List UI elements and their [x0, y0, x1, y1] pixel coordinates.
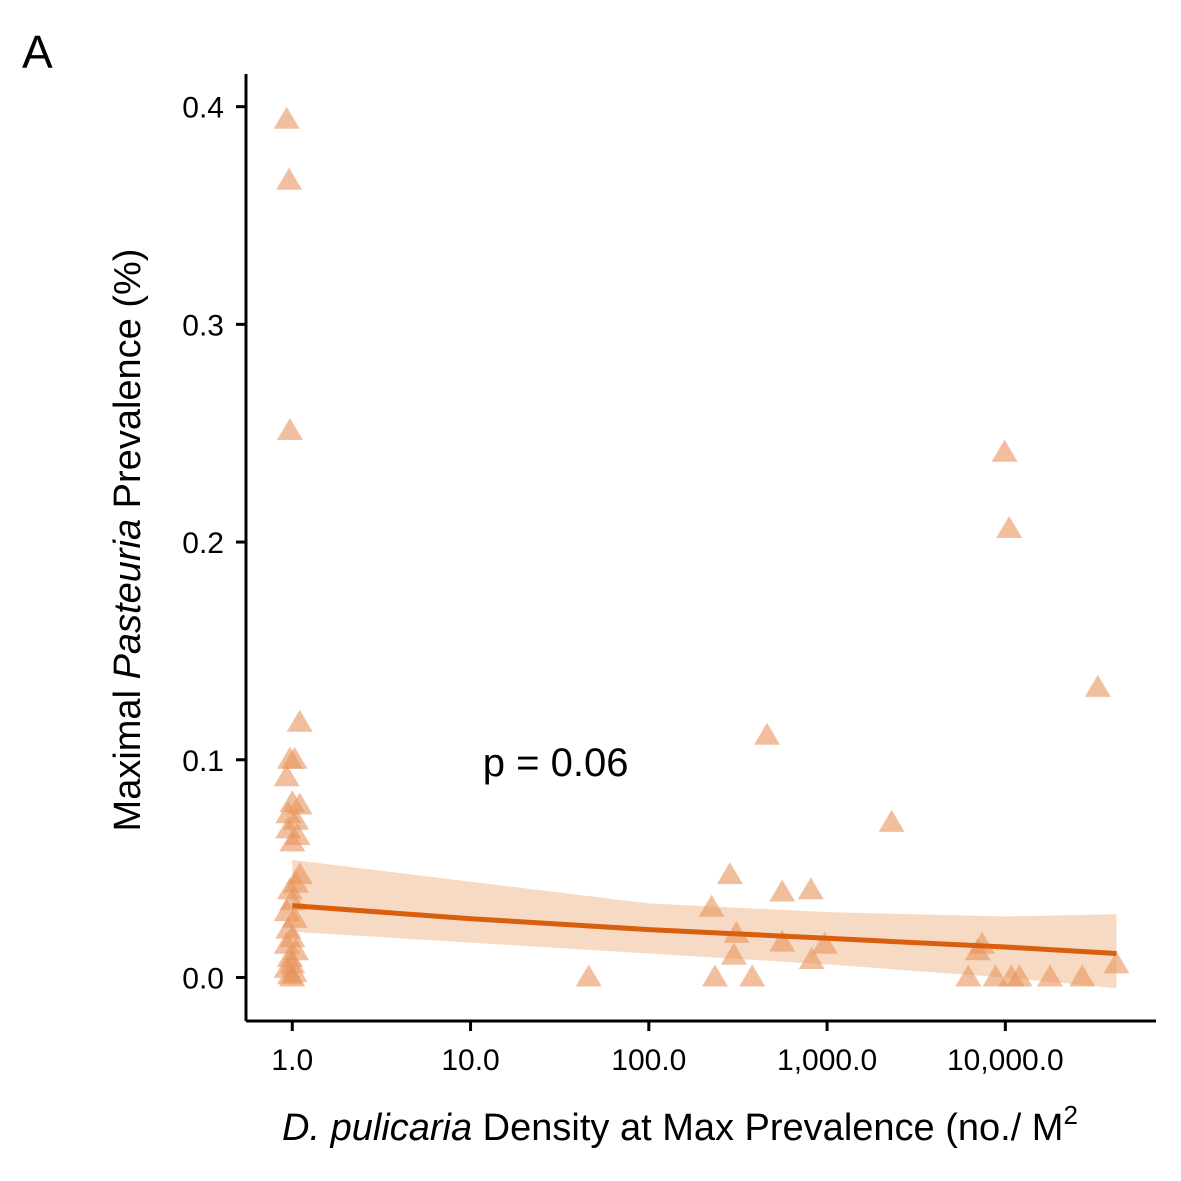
data-point-54: [1084, 674, 1111, 697]
data-point-13: [279, 829, 306, 852]
data-point-52: [1037, 964, 1063, 987]
data-point-2: [276, 418, 303, 440]
y-tick-label-4: 0.4: [182, 92, 224, 125]
x-tick-label-0: 1.0: [271, 1044, 313, 1077]
data-point-48: [991, 439, 1018, 462]
data-point-55: [1103, 951, 1130, 974]
confidence-ribbon: [292, 859, 1117, 989]
data-point-42: [811, 931, 838, 954]
x-tick-label-4: 10,000.0: [947, 1044, 1064, 1077]
fit-line: [292, 903, 1117, 956]
x-tick-label-3: 1,000.0: [777, 1044, 877, 1077]
data-point-6: [273, 764, 300, 787]
data-point-40: [797, 877, 824, 900]
data-point-38: [769, 879, 796, 902]
data-point-31: [698, 894, 725, 917]
data-point-29: [279, 964, 306, 987]
x-tick-label-1: 10.0: [441, 1044, 499, 1077]
data-point-33: [716, 862, 743, 885]
y-axis-title-pre: Maximal: [107, 679, 149, 831]
data-point-3: [286, 709, 313, 732]
data-point-8: [286, 792, 313, 815]
panel-label: A: [22, 26, 53, 78]
x-axis-title-text: Density at Max Prevalence (no./ M: [472, 1107, 1063, 1149]
x-axis-ticks: 1.0 10.0 100.0 1,000.0 10,000.0: [271, 1021, 1064, 1077]
y-tick-label-1: 0.1: [182, 745, 224, 778]
y-tick-label-0: 0.0: [182, 962, 224, 995]
y-tick-label-3: 0.3: [182, 309, 224, 342]
x-axis-title-species: D. pulicaria: [282, 1107, 472, 1149]
x-tick-label-2: 100.0: [611, 1044, 686, 1077]
data-point-1: [276, 167, 303, 190]
data-point-43: [878, 809, 905, 832]
y-axis-title: Maximal Pasteuria Prevalence (%): [107, 249, 149, 832]
data-point-44: [955, 964, 982, 987]
plot-area: [273, 106, 1130, 989]
data-point-51: [1006, 964, 1033, 987]
data-point-16: [276, 877, 303, 900]
x-axis-title: D. pulicaria Density at Max Prevalence (…: [282, 1100, 1078, 1149]
data-point-34: [720, 942, 747, 965]
y-axis-title-post: Prevalence (%): [107, 249, 149, 519]
y-axis-title-genus: Pasteuria: [107, 519, 149, 680]
y-axis-ticks: 0.0 0.1 0.2 0.3 0.4: [182, 92, 246, 995]
data-point-0: [273, 106, 300, 129]
data-point-5: [281, 746, 308, 769]
data-point-49: [996, 516, 1023, 538]
data-point-53: [1069, 964, 1096, 987]
x-axis-title-superscript: 2: [1063, 1100, 1077, 1130]
data-point-36: [739, 964, 766, 987]
y-tick-label-2: 0.2: [182, 527, 224, 560]
data-point-32: [702, 964, 728, 987]
data-point-37: [754, 722, 780, 745]
data-point-30: [575, 964, 602, 987]
data-point-41: [798, 947, 825, 969]
data-point-39: [769, 929, 796, 952]
p-value-annotation: p = 0.06: [483, 741, 629, 785]
